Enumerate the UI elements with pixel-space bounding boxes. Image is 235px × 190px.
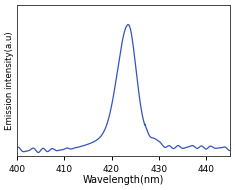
Y-axis label: Emission intensity(a.u): Emission intensity(a.u) (5, 31, 14, 130)
X-axis label: Wavelength(nm): Wavelength(nm) (83, 175, 164, 185)
